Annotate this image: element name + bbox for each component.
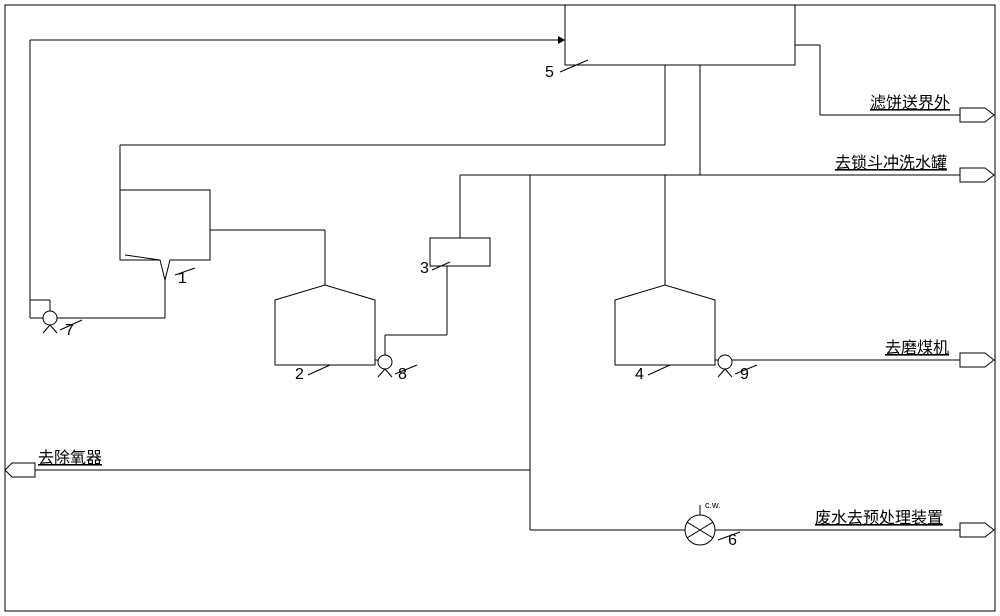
label-bottom-right: 废水去预处理装置: [815, 509, 943, 527]
arrow-out-icon: [960, 353, 994, 367]
tank-1: [120, 190, 210, 280]
label-8: 8: [398, 366, 407, 383]
tank-2: [275, 285, 375, 365]
label-cw: c.w.: [705, 500, 721, 510]
process-flow-diagram: 5 1 2 3 4 7 8 9 c.w. 6: [0, 0, 1000, 616]
arrow-out-icon: [960, 108, 994, 122]
label-1: 1: [178, 270, 187, 287]
arrowhead-icon: [558, 36, 565, 44]
leader-5: [560, 60, 588, 72]
pump-9: [718, 355, 732, 369]
label-bottom-left: 去除氧器: [38, 449, 102, 467]
label-top-right-1: 滤饼送界外: [870, 94, 950, 112]
box-3: [430, 238, 490, 266]
label-mid-right: 去磨煤机: [885, 339, 949, 357]
arrow-out-icon: [5, 463, 35, 477]
label-7: 7: [65, 322, 74, 339]
arrow-out-icon: [960, 523, 994, 537]
leader-4: [648, 365, 670, 375]
label-3: 3: [420, 260, 429, 277]
label-5: 5: [545, 64, 554, 81]
label-4: 4: [635, 366, 644, 383]
label-top-right-2: 去锁斗冲洗水罐: [835, 154, 947, 172]
arrow-out-icon: [960, 168, 994, 182]
pump-7: [43, 311, 57, 325]
pump-8: [378, 355, 392, 369]
box-5: [565, 5, 795, 65]
leader-2: [308, 365, 330, 375]
tank-4: [615, 285, 715, 365]
label-6: 6: [728, 532, 737, 549]
label-2: 2: [295, 366, 304, 383]
label-9: 9: [740, 366, 749, 383]
